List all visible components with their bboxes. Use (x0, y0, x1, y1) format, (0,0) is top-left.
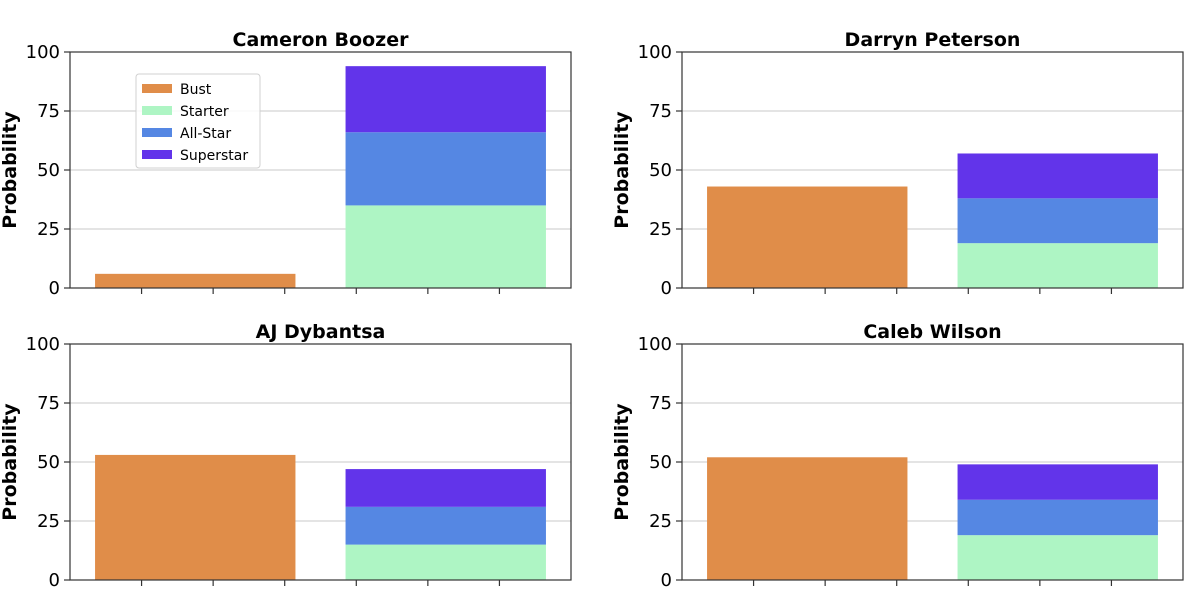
y-axis-label: Probability (0, 111, 21, 229)
bar-all-star (957, 198, 1158, 244)
chart-panel-caleb-wilson: 0 25 50 75 100 Caleb Wilson Probability (611, 321, 1184, 591)
y-tick-label: 75 (649, 393, 672, 414)
y-tick-label: 50 (37, 452, 60, 473)
chart-title: Caleb Wilson (863, 321, 1001, 343)
bar-superstar (957, 464, 1158, 500)
legend: Bust Starter All-Star Superstar (135, 73, 261, 169)
y-tick-label: 0 (49, 278, 60, 299)
y-tick-label: 50 (649, 160, 672, 181)
bar-bust (707, 186, 908, 288)
legend-swatch-bust (142, 84, 172, 93)
bar-starter (957, 243, 1158, 288)
y-tick-label: 100 (26, 334, 60, 355)
y-tick-label: 25 (649, 511, 672, 532)
bar-starter (957, 535, 1158, 580)
bar-all-star (345, 132, 546, 206)
y-tick-label: 0 (661, 570, 672, 591)
chart-title: Cameron Boozer (233, 29, 410, 51)
y-tick-label: 25 (37, 511, 60, 532)
y-tick-label: 25 (649, 219, 672, 240)
bar-superstar (957, 153, 1158, 199)
chart-panel-aj-dybantsa: 0 25 50 75 100 AJ Dybantsa Probability (0, 321, 572, 591)
bar-superstar (345, 469, 546, 507)
chart-panel-darryn-peterson: 0 25 50 75 100 Darryn Peterson Probability (611, 29, 1184, 299)
y-tick-label: 75 (37, 393, 60, 414)
y-tick-label: 50 (649, 452, 672, 473)
y-tick-label: 100 (638, 334, 672, 355)
legend-label-starter: Starter (180, 104, 229, 120)
y-axis-label: Probability (0, 403, 21, 521)
bar-starter (345, 544, 546, 580)
chart-panel-cameron-boozer: 0 25 50 75 100 Cameron Boozer Probability Bust S… (0, 29, 572, 299)
bar-all-star (957, 499, 1158, 536)
bar-all-star (345, 506, 546, 545)
y-tick-label: 100 (26, 42, 60, 63)
bar-bust (95, 454, 296, 580)
legend-box (135, 73, 261, 169)
y-tick-label: 100 (638, 42, 672, 63)
legend-swatch-starter (142, 106, 172, 115)
legend-swatch-all-star (142, 128, 172, 137)
bar-bust (95, 273, 296, 288)
y-tick-label: 50 (37, 160, 60, 181)
y-tick-label: 25 (37, 219, 60, 240)
legend-label-superstar: Superstar (180, 148, 248, 164)
bar-bust (707, 457, 908, 580)
bar-starter (345, 205, 546, 288)
legend-label-all-star: All-Star (180, 126, 231, 142)
legend-swatch-superstar (142, 150, 172, 159)
y-tick-label: 75 (37, 101, 60, 122)
legend-label-bust: Bust (180, 82, 212, 98)
y-tick-label: 0 (49, 570, 60, 591)
chart-title: Darryn Peterson (845, 29, 1021, 51)
y-tick-label: 75 (649, 101, 672, 122)
chart-title: AJ Dybantsa (256, 321, 386, 343)
y-axis-label: Probability (611, 111, 633, 229)
y-axis-label: Probability (611, 403, 633, 521)
y-tick-label: 0 (661, 278, 672, 299)
bar-superstar (345, 66, 546, 133)
